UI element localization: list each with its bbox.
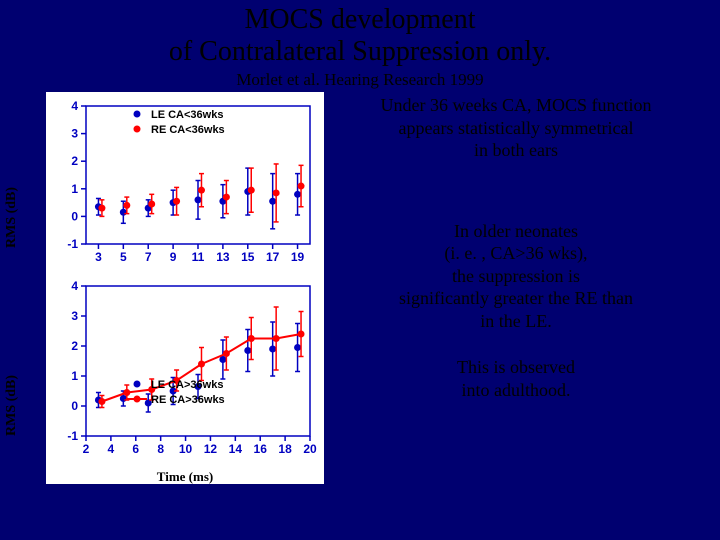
chart-bottom: -1012342468101214161820LE CA>36wksRE CA>… [46, 276, 324, 484]
svg-text:-1: -1 [67, 429, 78, 443]
svg-text:6: 6 [132, 442, 139, 456]
svg-text:9: 9 [170, 250, 177, 264]
title-line-1: MOCS development [0, 4, 720, 36]
title-line-2: of Contralateral Suppression only. [0, 36, 720, 68]
svg-text:RE CA<36wks: RE CA<36wks [151, 124, 225, 136]
ylabel-top: RMS (dB) [4, 187, 20, 248]
svg-text:12: 12 [204, 442, 218, 456]
text-line: In older neonates [320, 220, 712, 243]
svg-text:LE CA>36wks: LE CA>36wks [151, 379, 223, 391]
text-block1: Under 36 weeks CA, MOCS functionappears … [320, 94, 712, 162]
content-row: RMS (dB) -10123435791113151719LE CA<36wk… [0, 92, 720, 484]
chart-area: RMS (dB) -10123435791113151719LE CA<36wk… [0, 92, 320, 484]
svg-text:3: 3 [71, 127, 78, 141]
text-line: in the LE. [320, 310, 712, 333]
text-line: Under 36 weeks CA, MOCS function [320, 94, 712, 117]
svg-text:-1: -1 [67, 237, 78, 251]
chart-svg: -1012342468101214161820LE CA>36wksRE CA>… [46, 276, 324, 484]
svg-text:0: 0 [71, 399, 78, 413]
svg-text:11: 11 [192, 250, 205, 264]
citation: Morlet et al. Hearing Research 1999 [0, 70, 720, 90]
svg-text:7: 7 [145, 250, 152, 264]
svg-text:1: 1 [71, 369, 78, 383]
svg-text:13: 13 [216, 250, 230, 264]
svg-text:4: 4 [71, 99, 78, 113]
svg-text:3: 3 [95, 250, 102, 264]
svg-text:2: 2 [71, 155, 78, 169]
svg-text:10: 10 [179, 442, 193, 456]
svg-text:4: 4 [108, 442, 115, 456]
svg-text:16: 16 [254, 442, 268, 456]
svg-text:2: 2 [71, 339, 78, 353]
text-line: into adulthood. [320, 379, 712, 402]
text-line: appears statistically symmetrical [320, 117, 712, 140]
ylabel-bottom: RMS (dB) [4, 375, 20, 436]
svg-text:18: 18 [278, 442, 292, 456]
svg-text:17: 17 [266, 250, 280, 264]
svg-text:15: 15 [241, 250, 255, 264]
xlabel-bottom: Time (ms) [157, 469, 213, 485]
text-line: This is observed [320, 356, 712, 379]
svg-text:5: 5 [120, 250, 127, 264]
chart-svg: -1 0 1 2 3 4 3 5 7 9 11 13 15 17 19 LE CA<36wks RE CA<36… [46, 92, 324, 276]
text-line: in both ears [320, 139, 712, 162]
text-area: Under 36 weeks CA, MOCS functionappears … [320, 92, 720, 484]
text-line: the suppression is [320, 265, 712, 288]
svg-text:RE CA>36wks: RE CA>36wks [151, 394, 225, 406]
svg-text:14: 14 [229, 442, 243, 456]
text-block2: In older neonates(i. e. , CA>36 wks),the… [320, 220, 712, 333]
svg-text:20: 20 [303, 442, 317, 456]
svg-text:2: 2 [83, 442, 90, 456]
svg-text:8: 8 [157, 442, 164, 456]
svg-text:LE CA<36wks: LE CA<36wks [151, 109, 223, 121]
title-block: MOCS development of Contralateral Suppre… [0, 0, 720, 90]
svg-text:0: 0 [71, 210, 78, 224]
text-line: significantly greater the RE than [320, 287, 712, 310]
svg-text:4: 4 [71, 279, 78, 293]
svg-text:19: 19 [291, 250, 305, 264]
text-block3: This is observedinto adulthood. [320, 356, 712, 401]
chart-top: -1 0 1 2 3 4 3 5 7 9 11 13 15 17 19 LE CA<36wks RE CA<36… [46, 92, 324, 276]
svg-text:3: 3 [71, 309, 78, 323]
text-line: (i. e. , CA>36 wks), [320, 242, 712, 265]
svg-text:1: 1 [71, 182, 78, 196]
